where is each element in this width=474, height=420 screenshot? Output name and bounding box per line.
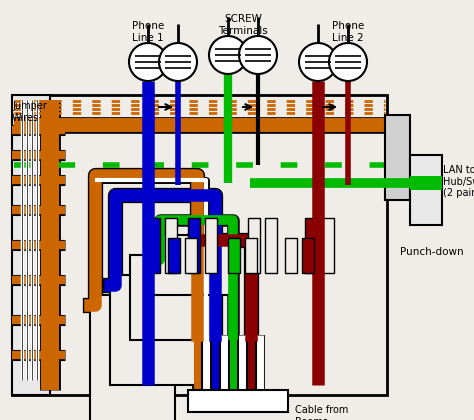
Circle shape <box>129 43 167 81</box>
Bar <box>148 218 160 273</box>
Circle shape <box>159 43 197 81</box>
Bar <box>265 218 277 273</box>
Text: SCREW
Terminals: SCREW Terminals <box>218 14 268 36</box>
Bar <box>205 218 217 273</box>
Bar <box>228 238 240 273</box>
Circle shape <box>329 43 367 81</box>
Bar <box>12 95 387 395</box>
Bar <box>385 115 410 200</box>
Bar <box>245 238 257 273</box>
Bar <box>90 295 175 420</box>
Bar <box>410 176 442 190</box>
Bar <box>150 235 235 295</box>
Circle shape <box>209 36 247 74</box>
Text: Punch-down: Punch-down <box>400 247 464 257</box>
Bar <box>302 238 314 273</box>
Text: Cable from
Rooms
(4 pairs): Cable from Rooms (4 pairs) <box>295 405 348 420</box>
Circle shape <box>239 36 277 74</box>
Bar <box>322 218 334 273</box>
Text: Phone
Line 2: Phone Line 2 <box>332 21 364 43</box>
Bar <box>410 155 442 225</box>
Bar <box>110 275 195 385</box>
Text: LAN to
Hub/Switch
(2 pairs): LAN to Hub/Switch (2 pairs) <box>443 165 474 198</box>
Bar <box>168 238 180 273</box>
Bar <box>305 218 317 273</box>
Text: Jumper
Wires: Jumper Wires <box>12 101 47 123</box>
Bar <box>130 255 215 340</box>
Bar <box>188 218 200 273</box>
Bar <box>185 238 197 273</box>
Bar <box>188 390 288 412</box>
Bar <box>285 238 297 273</box>
Bar <box>248 218 260 273</box>
Circle shape <box>299 43 337 81</box>
Text: Phone
Line 1: Phone Line 1 <box>132 21 164 43</box>
Bar <box>12 95 50 395</box>
Bar <box>165 218 177 273</box>
